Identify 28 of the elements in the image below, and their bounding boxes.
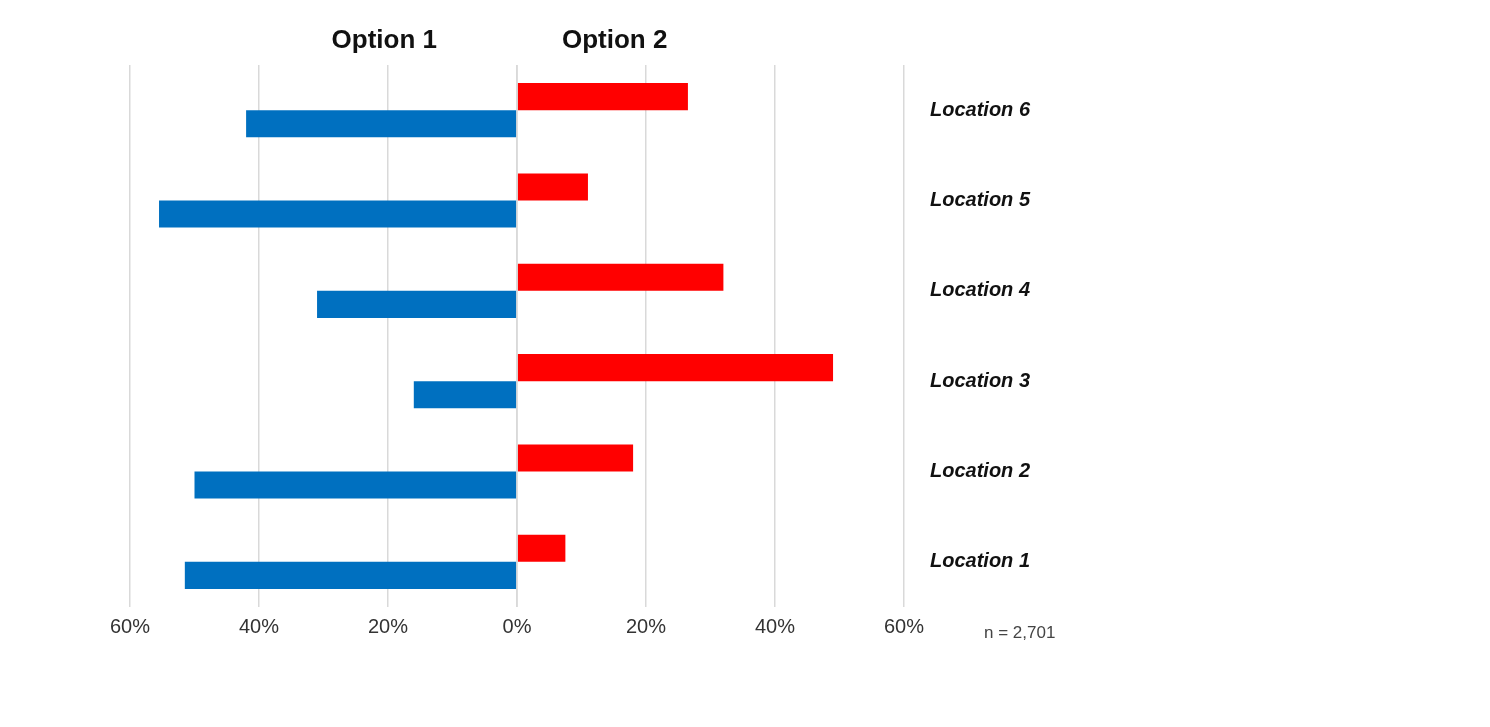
text: Option 1 [331, 24, 437, 55]
bar [246, 110, 517, 138]
bar [517, 354, 834, 382]
x-tick-label: 0% [502, 614, 532, 637]
x-tick-label: 40% [238, 614, 280, 637]
series-label: Option 2 [562, 24, 668, 55]
x-tick-label: 60% [109, 614, 151, 637]
y-tick-label: Location 1 [930, 549, 1031, 572]
y-tick-label: Location 6 [930, 97, 1031, 120]
y-tick-label: Location 4 [930, 278, 1031, 301]
x-tick-label: 60% [883, 614, 925, 637]
bar [194, 471, 517, 499]
text: n = 2,701 [984, 622, 1056, 642]
bar [517, 444, 634, 472]
x-tick-label: 20% [367, 614, 409, 637]
x-tick-label: 20% [625, 614, 667, 637]
bar [517, 534, 566, 562]
bar [517, 83, 688, 111]
bar [413, 381, 517, 409]
x-tick-label: 40% [754, 614, 796, 637]
y-tick-label: Location 2 [930, 459, 1031, 482]
bar [517, 263, 724, 291]
bar [517, 173, 588, 201]
bar [159, 200, 517, 228]
y-tick-label: Location 3 [930, 368, 1031, 391]
bar [317, 290, 517, 318]
bar [184, 561, 517, 589]
y-tick-label: Location 5 [930, 188, 1031, 211]
